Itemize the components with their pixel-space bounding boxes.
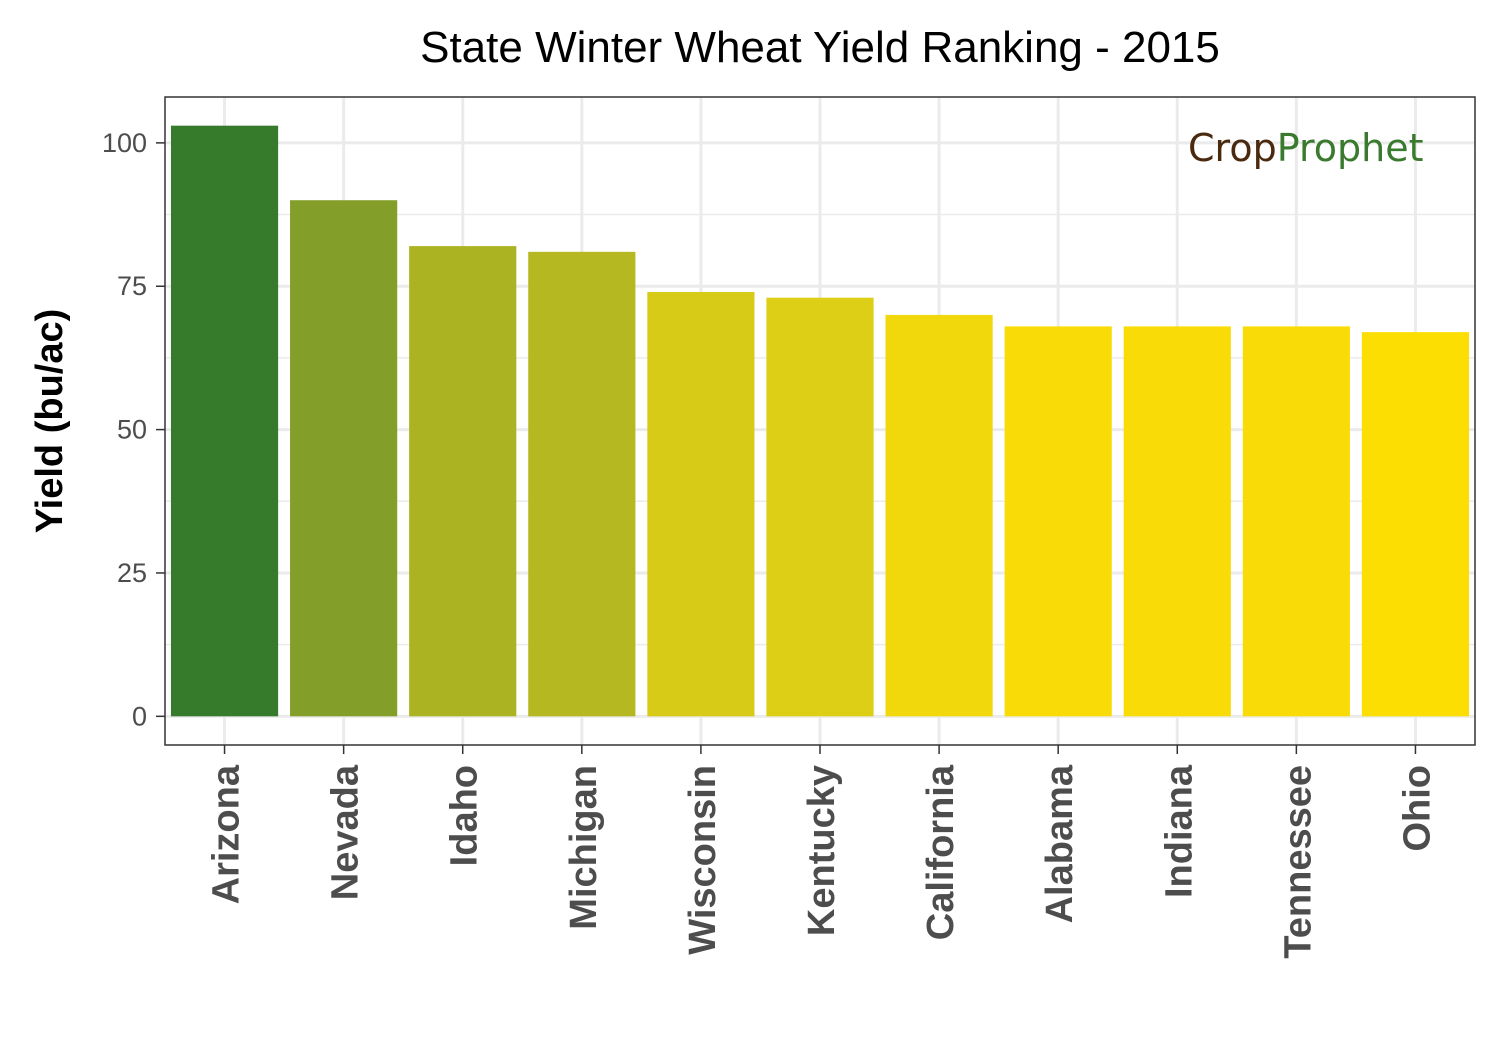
y-tick-label: 0 — [132, 701, 147, 731]
logo-text-prophet: Prophet — [1277, 126, 1424, 170]
bar-wisconsin — [647, 291, 755, 717]
x-tick-label: Michigan — [563, 765, 605, 930]
y-axis: 0 25 50 75 100 — [102, 128, 165, 731]
x-tick-label: Indiana — [1158, 764, 1200, 898]
x-tick-label: Alabama — [1039, 764, 1081, 923]
x-tick-label: Tennessee — [1277, 765, 1319, 959]
y-tick-label: 25 — [117, 558, 147, 588]
bar-tennessee — [1242, 326, 1350, 717]
bar-indiana — [1123, 326, 1231, 717]
bar-ohio — [1361, 332, 1470, 717]
y-tick-label: 75 — [117, 271, 147, 301]
y-tick-label: 100 — [102, 128, 147, 158]
bar-nevada — [290, 200, 398, 717]
x-tick-label: Nevada — [325, 764, 367, 900]
y-tick-label: 50 — [117, 415, 147, 445]
bars — [170, 125, 1470, 717]
y-axis-title: Yield (bu/ac) — [29, 309, 71, 534]
bar-kentucky — [766, 297, 874, 717]
bar-idaho — [409, 246, 517, 717]
logo-text-crop: Crop — [1188, 126, 1277, 170]
x-tick-label: Kentucky — [801, 765, 843, 936]
bar-michigan — [528, 251, 636, 717]
x-tick-label: Arizona — [206, 764, 248, 904]
x-tick-label: Ohio — [1396, 765, 1438, 852]
bar-california — [885, 314, 993, 717]
svg-text:CropProphet: CropProphet — [1188, 126, 1423, 170]
cropprophet-logo: CropProphet — [1188, 126, 1423, 170]
x-tick-label: Idaho — [444, 765, 486, 866]
x-axis: Arizona Nevada Idaho Michigan Wisconsin Kentu… — [206, 745, 1438, 959]
bar-alabama — [1004, 326, 1112, 717]
bar-arizona — [170, 125, 279, 717]
x-tick-label: Wisconsin — [682, 765, 724, 955]
chart-title: State Winter Wheat Yield Ranking - 2015 — [420, 23, 1220, 72]
x-tick-label: California — [920, 764, 962, 940]
